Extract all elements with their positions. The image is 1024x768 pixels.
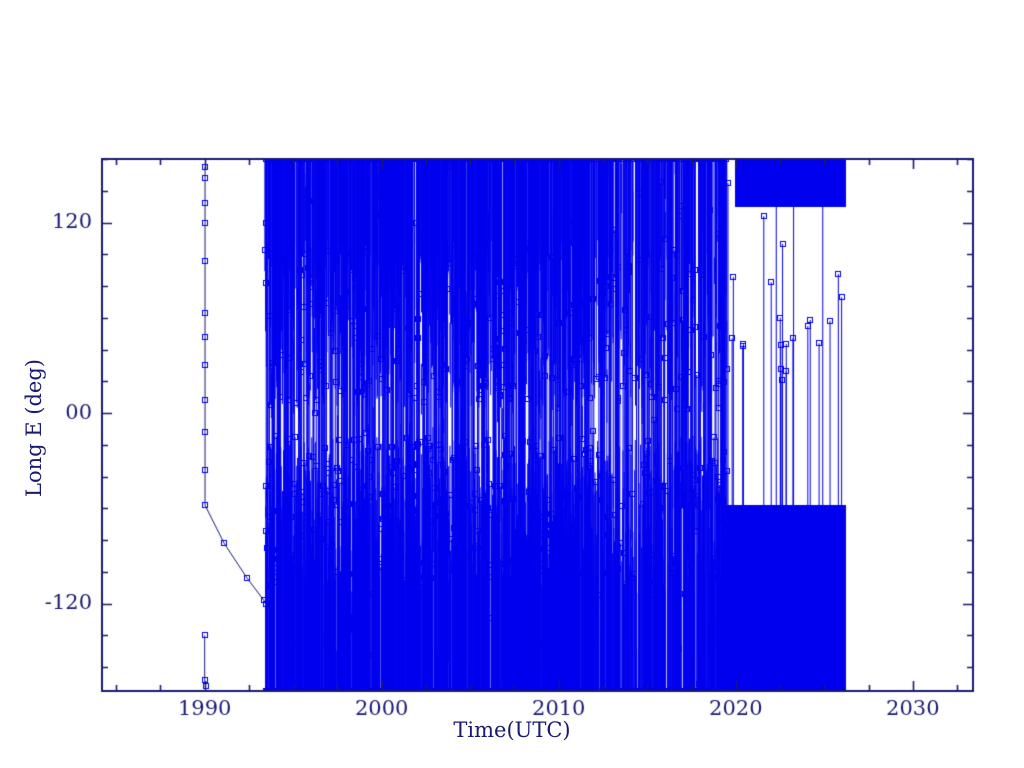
x-axis-title: Time(UTC) xyxy=(453,718,571,742)
y-axis-title: Long E (deg) xyxy=(22,359,46,497)
